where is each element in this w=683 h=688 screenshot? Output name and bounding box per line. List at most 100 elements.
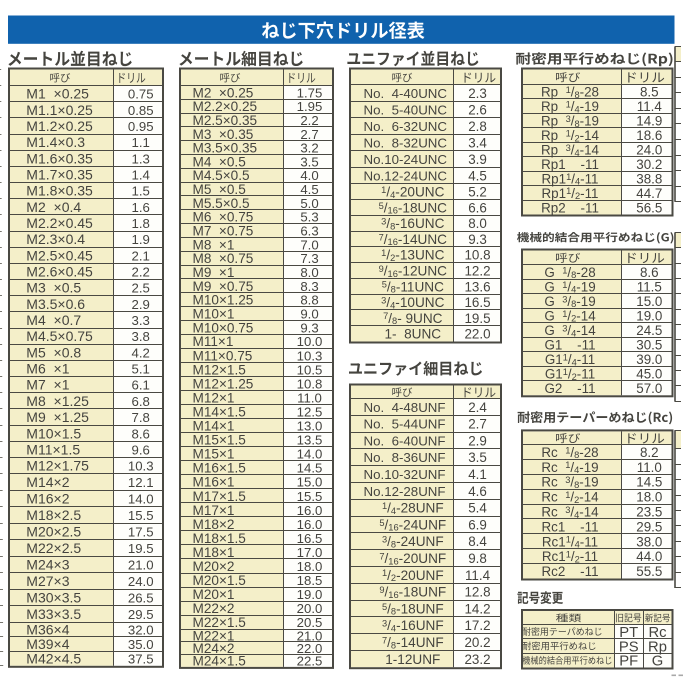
svg-text:56.5: 56.5 [636, 200, 662, 215]
svg-text:4.6: 4.6 [468, 484, 487, 499]
svg-text:10.8: 10.8 [297, 376, 323, 391]
svg-text:M20×1.5: M20×1.5 [193, 573, 246, 588]
svg-text:M16×2: M16×2 [26, 490, 69, 506]
svg-text:3.8: 3.8 [132, 329, 150, 344]
svg-text:14.0: 14.0 [297, 447, 323, 462]
svg-text:16.5: 16.5 [464, 295, 490, 310]
svg-text:30.5: 30.5 [636, 337, 662, 352]
svg-text:13.5: 13.5 [297, 433, 323, 448]
svg-text:15.5: 15.5 [297, 489, 323, 504]
svg-text:M42×4.5: M42×4.5 [26, 651, 81, 667]
svg-text:2.2: 2.2 [132, 265, 150, 280]
svg-text:10.3: 10.3 [128, 459, 154, 474]
svg-text:G1 -11: G1 -11 [544, 337, 595, 352]
svg-text:Rc 3/4-14: Rc 3/4-14 [541, 505, 599, 520]
svg-text:M1 ×0.25: M1 ×0.25 [26, 86, 89, 102]
svg-text:8.3: 8.3 [300, 279, 318, 294]
svg-text:7.3: 7.3 [300, 251, 318, 266]
svg-text:M18×2: M18×2 [193, 517, 235, 532]
svg-text:M3.5×0.6: M3.5×0.6 [26, 296, 85, 312]
svg-text:M6 ×0.75: M6 ×0.75 [193, 210, 254, 225]
svg-text:24.0: 24.0 [128, 574, 154, 589]
svg-text:24.0: 24.0 [636, 143, 662, 158]
svg-text:0.85: 0.85 [128, 103, 154, 118]
svg-text:M2 ×0.25: M2 ×0.25 [193, 85, 254, 100]
svg-text:9.0: 9.0 [300, 306, 318, 321]
svg-text:M11×0.75: M11×0.75 [193, 348, 253, 363]
svg-text:10.8: 10.8 [464, 248, 490, 263]
svg-text:M20×2.5: M20×2.5 [26, 523, 81, 539]
svg-text:22.0: 22.0 [464, 327, 490, 342]
svg-text:No.12-28UNF: No.12-28UNF [364, 484, 446, 499]
svg-text:37.5: 37.5 [128, 652, 154, 667]
svg-text:M18×1.5: M18×1.5 [193, 531, 246, 546]
svg-text:14.5: 14.5 [297, 461, 323, 476]
svg-text:8.6: 8.6 [640, 265, 659, 280]
svg-text:19.5: 19.5 [128, 541, 154, 556]
svg-text:9.6: 9.6 [132, 442, 150, 457]
svg-text:M10×0.75: M10×0.75 [193, 320, 254, 335]
svg-text:M2.6×0.45: M2.6×0.45 [26, 264, 93, 280]
svg-text:Rc 3/8-19: Rc 3/8-19 [541, 475, 598, 490]
svg-text:15.0: 15.0 [636, 294, 662, 309]
svg-text:11.0: 11.0 [637, 460, 662, 475]
svg-text:M8 ×1: M8 ×1 [193, 237, 235, 252]
svg-text:M24×1.5: M24×1.5 [193, 654, 246, 669]
svg-text:1-12UNF: 1-12UNF [385, 652, 440, 667]
svg-text:5.3: 5.3 [300, 210, 318, 225]
svg-text:9.3: 9.3 [300, 320, 318, 335]
svg-text:Rp 1/8-28: Rp 1/8-28 [541, 85, 599, 100]
svg-text:M12×1: M12×1 [193, 390, 235, 405]
svg-text:6.8: 6.8 [132, 394, 150, 409]
svg-text:8.0: 8.0 [468, 216, 487, 231]
svg-text:4.0: 4.0 [300, 168, 318, 183]
svg-text:M16×1.5: M16×1.5 [193, 461, 246, 476]
svg-text:Rc11/4-11: Rc11/4-11 [542, 534, 598, 549]
svg-text:M18×2.5: M18×2.5 [26, 507, 81, 523]
svg-text:14.5: 14.5 [636, 475, 662, 490]
svg-text:44.7: 44.7 [636, 186, 662, 201]
svg-text:G 3/8-19: G 3/8-19 [544, 294, 595, 309]
svg-text:19.0: 19.0 [636, 308, 662, 323]
svg-text:M1.2×0.25: M1.2×0.25 [26, 118, 93, 134]
svg-text:M9 ×1.25: M9 ×1.25 [26, 409, 89, 425]
svg-text:No. 5-44UNF: No. 5-44UNF [364, 417, 446, 432]
svg-text:18.5: 18.5 [297, 573, 323, 588]
svg-text:2.7: 2.7 [468, 417, 487, 432]
svg-text:10.3: 10.3 [297, 348, 323, 363]
svg-text:12.1: 12.1 [128, 475, 154, 490]
svg-text:M30×3.5: M30×3.5 [26, 590, 81, 606]
svg-text:Rc11/2-11: Rc11/2-11 [542, 549, 598, 564]
svg-text:G11/4-11: G11/4-11 [545, 352, 595, 367]
svg-text:M14×1.5: M14×1.5 [193, 404, 246, 419]
svg-text:M15×1: M15×1 [193, 447, 235, 462]
svg-text:12.8: 12.8 [464, 585, 490, 600]
svg-text:14.9: 14.9 [636, 114, 662, 129]
svg-text:2.7: 2.7 [300, 127, 318, 142]
svg-text:45.0: 45.0 [636, 367, 662, 382]
svg-text:Rc 1/2-14: Rc 1/2-14 [541, 490, 599, 505]
svg-text:M12×1.75: M12×1.75 [26, 458, 89, 474]
svg-text:35.0: 35.0 [128, 637, 154, 652]
svg-text:1- 8UNC: 1- 8UNC [384, 327, 441, 342]
svg-text:1.5: 1.5 [132, 184, 150, 199]
svg-text:3.2: 3.2 [300, 141, 318, 156]
svg-text:11.4: 11.4 [637, 99, 663, 114]
svg-text:2.1: 2.1 [132, 248, 150, 263]
svg-text:3.9: 3.9 [468, 152, 487, 167]
svg-text:3.5: 3.5 [468, 450, 487, 465]
svg-text:M14×2: M14×2 [26, 474, 69, 490]
svg-text:M27×3: M27×3 [26, 573, 69, 589]
svg-text:M10×1: M10×1 [193, 306, 235, 321]
svg-text:M17×1: M17×1 [193, 503, 235, 518]
svg-text:13.0: 13.0 [297, 419, 323, 434]
svg-text:M20×1: M20×1 [193, 587, 235, 602]
svg-text:2.9: 2.9 [468, 433, 487, 448]
svg-text:2.2: 2.2 [300, 113, 318, 128]
svg-text:18.6: 18.6 [636, 128, 662, 143]
svg-text:1.95: 1.95 [297, 99, 323, 114]
svg-text:30.2: 30.2 [636, 157, 662, 172]
svg-text:M1.6×0.35: M1.6×0.35 [26, 150, 93, 166]
svg-text:G 1/2-14: G 1/2-14 [544, 308, 596, 323]
svg-text:1.1: 1.1 [132, 135, 150, 150]
